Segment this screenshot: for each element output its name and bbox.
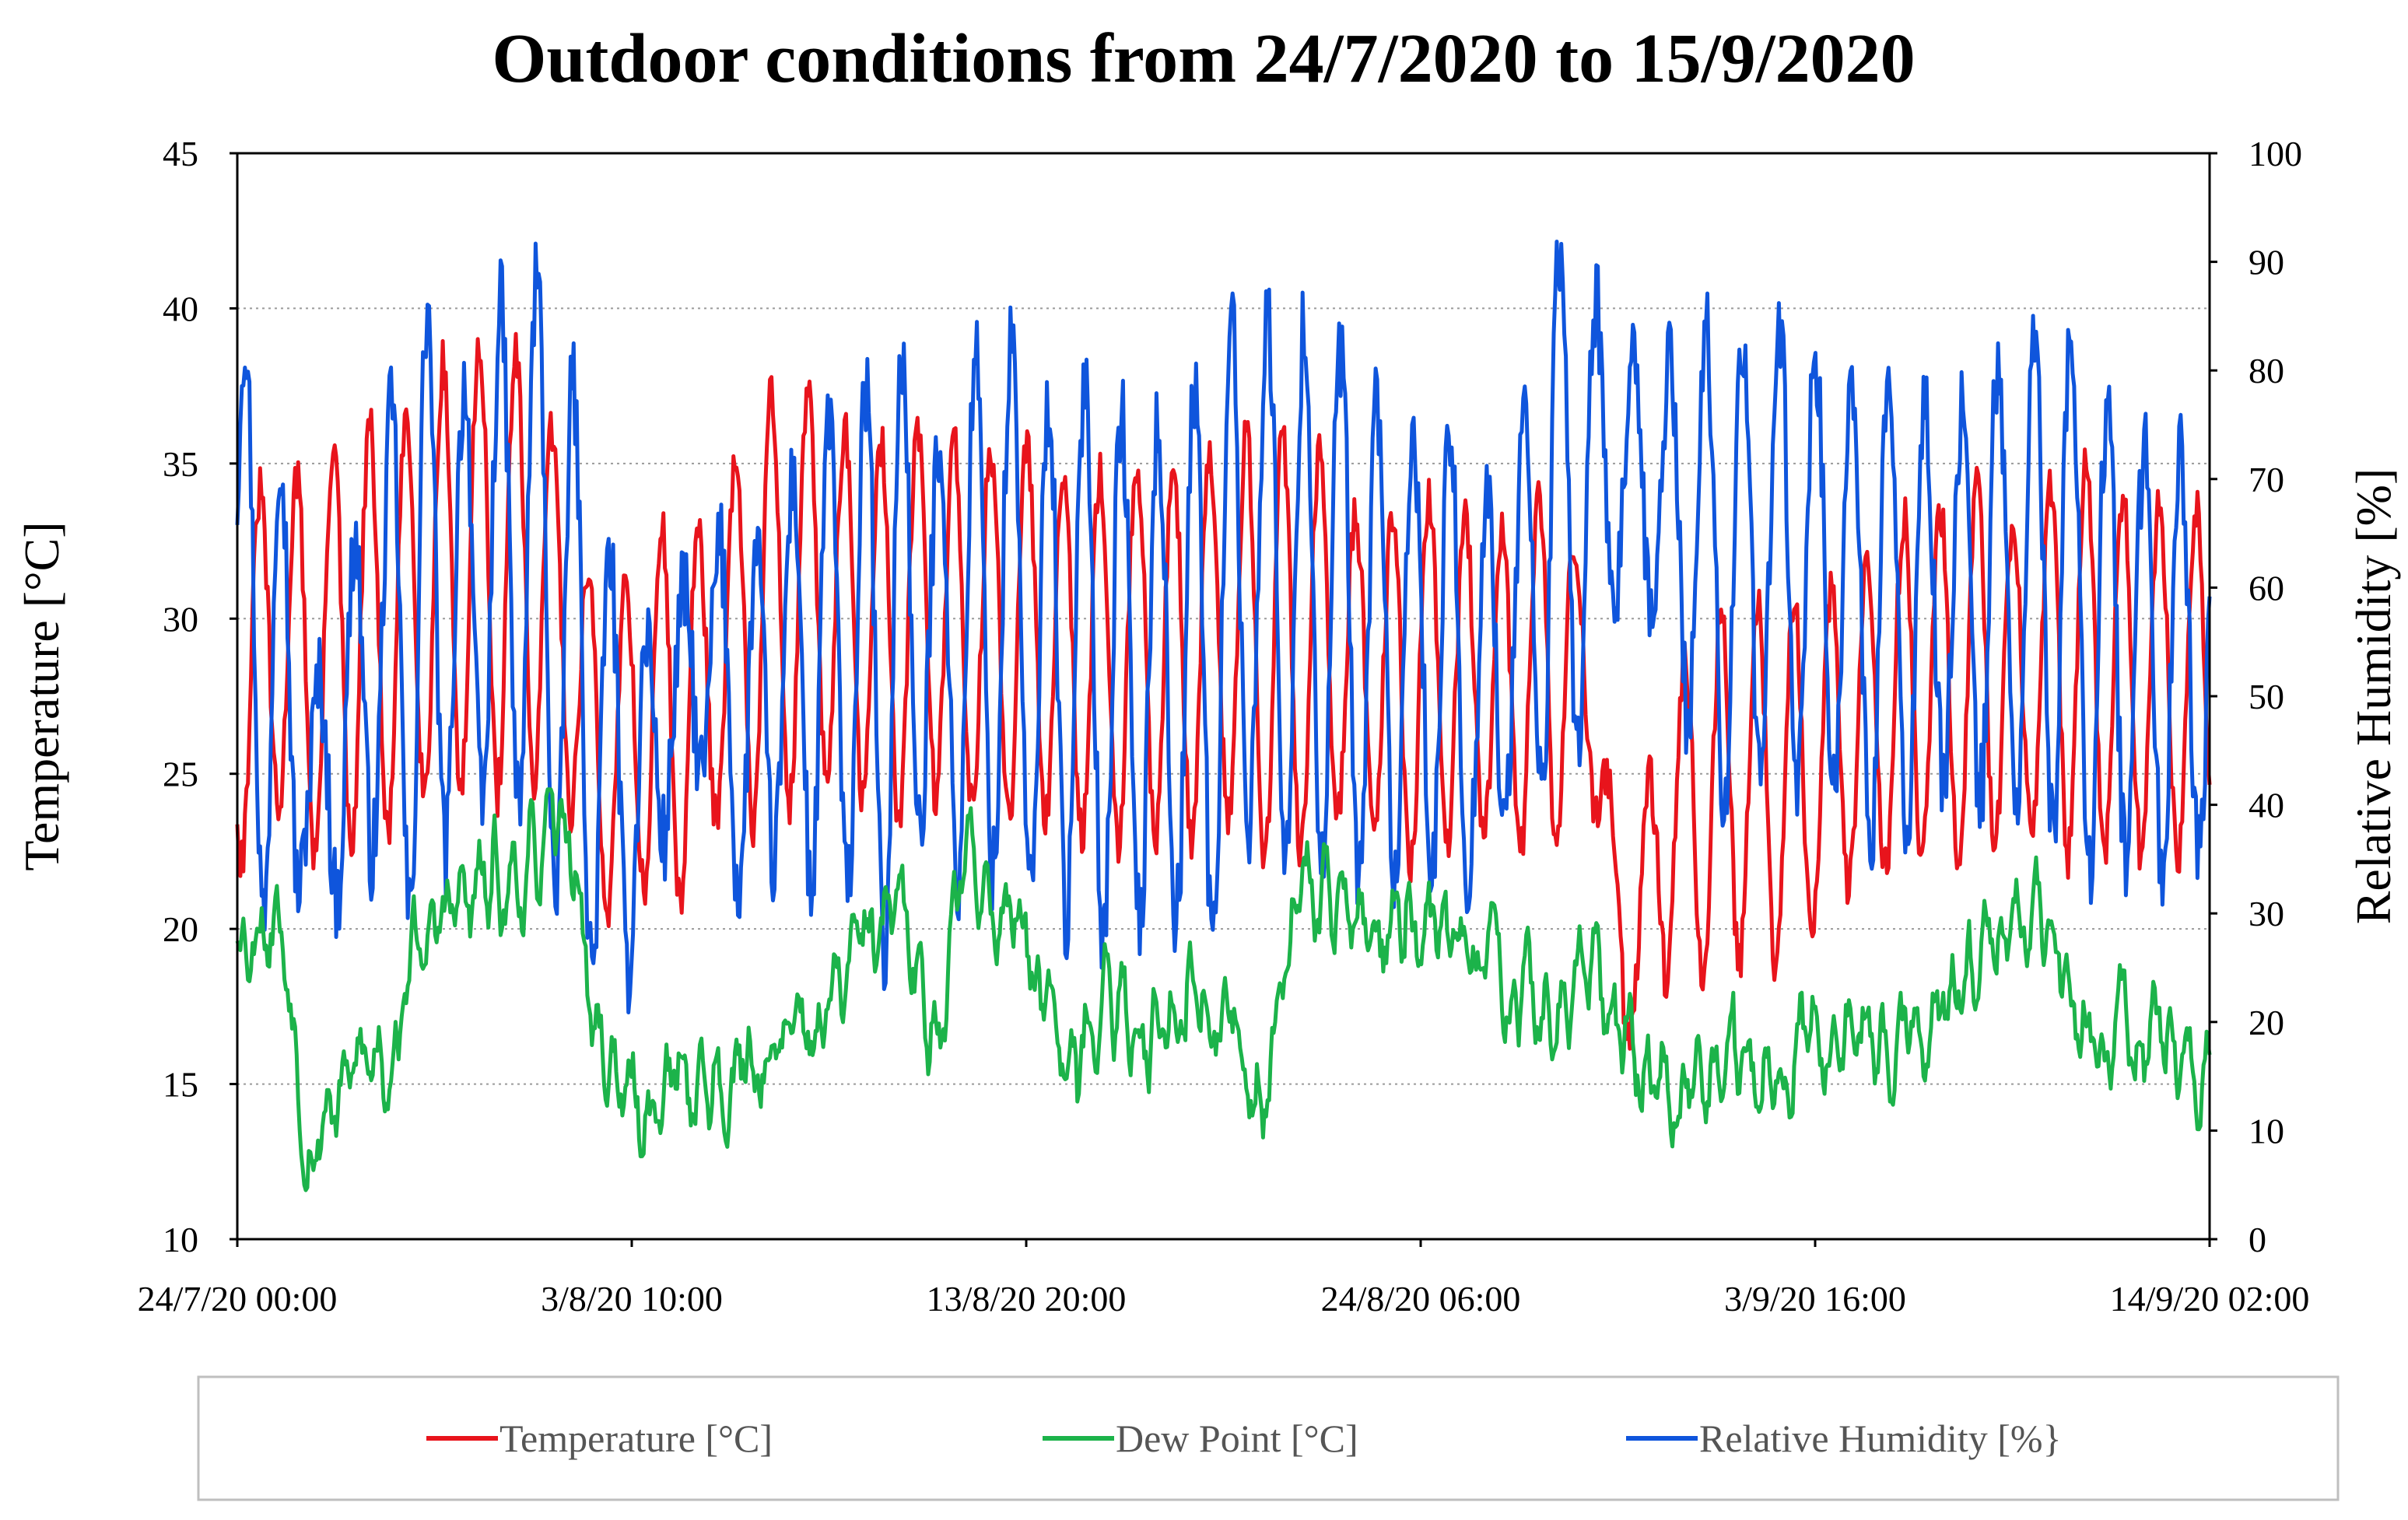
y-left-tick-label: 15 [163, 1065, 198, 1105]
chart-title: Outdoor conditions from 24/7/2020 to 15/… [492, 20, 1915, 97]
legend-item-relative-humidity: Relative Humidity [%} [1626, 1417, 2062, 1460]
x-tick-label: 3/8/20 10:00 [541, 1279, 723, 1319]
left-axis-ticks: 10 15 20 25 30 35 40 45 [163, 134, 237, 1259]
y-right-tick-label: 80 [2249, 351, 2284, 391]
y-right-tick-label: 20 [2249, 1003, 2284, 1042]
legend-item-temperature: Temperature [°C] [426, 1417, 773, 1460]
legend-label-relative-humidity: Relative Humidity [%} [1699, 1417, 2062, 1460]
series-line-dew-point [235, 787, 2212, 1193]
y-left-tick-label: 35 [163, 444, 198, 484]
x-tick-label: 24/8/20 06:00 [1321, 1279, 1521, 1319]
y-left-tick-label: 45 [163, 134, 198, 173]
x-tick-label: 3/9/20 16:00 [1724, 1279, 1906, 1319]
y-right-tick-label: 40 [2249, 786, 2284, 825]
legend-item-dew-point: Dew Point [°C] [1043, 1417, 1358, 1460]
series-line-temperature [235, 331, 2212, 1051]
plot-series [235, 240, 2212, 1193]
y-axis-left-label: Temperature [°C] [14, 521, 69, 870]
legend-label-dew-point: Dew Point [°C] [1116, 1417, 1358, 1460]
y-axis-right-label: Relative Humidity [%] [2346, 468, 2401, 925]
y-left-tick-label: 20 [163, 909, 198, 949]
right-axis-ticks: 0 10 20 30 40 50 60 70 80 90 100 [2210, 134, 2302, 1259]
y-right-tick-label: 10 [2249, 1111, 2284, 1151]
y-right-tick-label: 100 [2249, 134, 2302, 173]
legend-label-temperature: Temperature [°C] [499, 1417, 773, 1460]
y-left-tick-label: 25 [163, 755, 198, 794]
x-axis-ticks: 24/7/20 00:00 3/8/20 10:00 13/8/20 20:00 24… [138, 1239, 2310, 1319]
legend-box [197, 1375, 2340, 1501]
x-tick-label: 14/9/20 02:00 [2110, 1279, 2310, 1319]
y-right-tick-label: 90 [2249, 243, 2284, 282]
x-tick-label: 13/8/20 20:00 [927, 1279, 1127, 1319]
y-right-tick-label: 0 [2249, 1220, 2266, 1259]
y-left-tick-label: 30 [163, 599, 198, 639]
y-left-tick-label: 10 [163, 1220, 198, 1259]
y-left-tick-label: 40 [163, 289, 198, 328]
y-right-tick-label: 60 [2249, 568, 2284, 608]
y-right-tick-label: 30 [2249, 894, 2284, 933]
y-right-tick-label: 70 [2249, 460, 2284, 499]
y-right-tick-label: 50 [2249, 677, 2284, 716]
x-tick-label: 24/7/20 00:00 [138, 1279, 338, 1319]
series-line-relative-humidity [235, 240, 2212, 1014]
